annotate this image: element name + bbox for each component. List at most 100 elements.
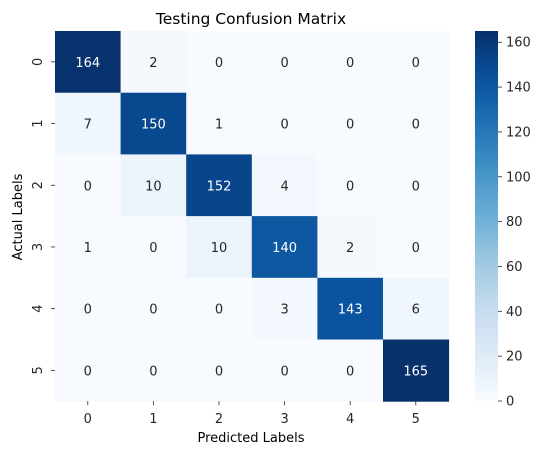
- heatmap-cell-r0-c2: [186, 31, 253, 94]
- heatmap-cell-r5-c1: [120, 339, 187, 402]
- heatmap-cell-r2-c4: [317, 154, 384, 217]
- colorbar: [475, 31, 498, 401]
- cell-annotation-r5-c2: 0: [215, 364, 223, 379]
- x-tick-label-2: 2: [215, 412, 223, 427]
- heatmap-cell-r2-c1: [120, 154, 187, 217]
- heatmap-cell-r4-c4: [317, 277, 384, 340]
- x-tick-label-0: 0: [84, 412, 92, 427]
- heatmap-cell-r3-c1: [120, 216, 187, 279]
- heatmap-cell-r5-c2: [186, 339, 253, 402]
- cell-annotation-r4-c3: 3: [280, 303, 288, 318]
- y-axis-ticks: 0 1 2 3 4 5: [31, 58, 55, 374]
- heatmap-cell-r3-c5: [383, 216, 450, 279]
- heatmap-cell-r4-c1: [120, 277, 187, 340]
- cell-annotation-r4-c2: 0: [215, 303, 223, 318]
- colorbar-tick-label-5: 100: [506, 170, 531, 185]
- heatmap-cell-r1-c4: [317, 92, 384, 155]
- cell-annotation-r5-c1: 0: [149, 364, 157, 379]
- colorbar-tick-label-1: 20: [506, 350, 523, 365]
- heatmap-cell-r3-c4: [317, 216, 384, 279]
- y-tick-label-5: 5: [31, 366, 46, 374]
- heatmap-cell-r5-c0: [55, 339, 122, 402]
- cell-annotation-r5-c4: 0: [346, 364, 354, 379]
- cell-annotation-r1-c1: 150: [141, 118, 166, 133]
- colorbar-tick-label-8: 160: [506, 36, 531, 51]
- cell-annotation-r2-c4: 0: [346, 179, 354, 194]
- cell-annotation-r4-c5: 6: [412, 303, 420, 318]
- y-tick-label-1: 1: [31, 119, 46, 127]
- cell-annotation-r2-c1: 10: [145, 179, 162, 194]
- cell-annotation-r0-c1: 2: [149, 56, 157, 71]
- cell-annotation-r1-c4: 0: [346, 118, 354, 133]
- cell-annotation-r1-c3: 0: [280, 118, 288, 133]
- cell-annotation-r3-c1: 0: [149, 241, 157, 256]
- cell-annotation-r4-c0: 0: [84, 303, 92, 318]
- cell-annotation-r3-c4: 2: [346, 241, 354, 256]
- x-tick-label-4: 4: [346, 412, 354, 427]
- heatmap-cell-r5-c5: [383, 339, 450, 402]
- heatmap-cell-r3-c3: [251, 216, 318, 279]
- heatmap-cell-r4-c0: [55, 277, 122, 340]
- cell-annotations: 164 2 0 0 0 07 150 1 0 0 00 10 152 4 0 01 0 10 140 2 00 0 0 3 14…: [75, 56, 428, 380]
- cell-annotation-r2-c5: 0: [412, 179, 420, 194]
- heatmap-cell-r0-c5: [383, 31, 450, 94]
- cell-annotation-r0-c5: 0: [412, 56, 420, 71]
- cell-annotation-r1-c5: 0: [412, 118, 420, 133]
- cell-annotation-r2-c3: 4: [280, 179, 288, 194]
- heatmap-cell-r5-c4: [317, 339, 384, 402]
- colorbar-tick-label-6: 120: [506, 125, 531, 140]
- heatmap-cell-r1-c1: [120, 92, 187, 155]
- heatmap-cell-r0-c4: [317, 31, 384, 94]
- cell-annotation-r0-c4: 0: [346, 56, 354, 71]
- cell-annotation-r5-c3: 0: [280, 364, 288, 379]
- x-axis-ticks: 0 1 2 3 4 5: [84, 401, 420, 427]
- y-tick-label-2: 2: [31, 181, 46, 189]
- cell-annotation-r3-c3: 140: [272, 241, 297, 256]
- heatmap-cell-r0-c0: [55, 31, 122, 94]
- chart-title: Testing Confusion Matrix: [155, 10, 346, 28]
- heatmap-cell-r1-c5: [383, 92, 450, 155]
- heatmap-cell-r1-c3: [251, 92, 318, 155]
- y-tick-label-0: 0: [31, 58, 46, 66]
- colorbar-tick-label-0: 0: [506, 395, 514, 410]
- colorbar-ticks: 0 20 40 60 80 100 120 140 160: [498, 36, 531, 410]
- cell-annotation-r2-c2: 152: [207, 179, 232, 194]
- cell-annotation-r5-c0: 0: [84, 364, 92, 379]
- heatmap-cell-r3-c2: [186, 216, 253, 279]
- heatmap-cell-r1-c0: [55, 92, 122, 155]
- cell-annotation-r5-c5: 165: [403, 364, 428, 379]
- heatmap-cell-r4-c2: [186, 277, 253, 340]
- cell-annotation-r2-c0: 0: [84, 179, 92, 194]
- heatmap-cell-r0-c3: [251, 31, 318, 94]
- cell-annotation-r3-c0: 1: [84, 241, 92, 256]
- heatmap-cell-r2-c0: [55, 154, 122, 217]
- cell-annotation-r0-c0: 164: [75, 56, 100, 71]
- heatmap-cell-r4-c5: [383, 277, 450, 340]
- x-tick-label-3: 3: [280, 412, 288, 427]
- cell-annotation-r3-c2: 10: [211, 241, 228, 256]
- y-axis-label: Actual Labels: [11, 173, 26, 260]
- y-tick-label-4: 4: [31, 305, 46, 313]
- colorbar-tick-label-4: 80: [506, 215, 523, 230]
- cell-annotation-r1-c2: 1: [215, 118, 223, 133]
- heatmap-cells: [55, 31, 450, 402]
- heatmap-cell-r0-c1: [120, 31, 187, 94]
- heatmap-cell-r2-c5: [383, 154, 450, 217]
- cell-annotation-r3-c5: 0: [412, 241, 420, 256]
- cell-annotation-r4-c4: 143: [338, 303, 363, 318]
- x-axis-label: Predicted Labels: [197, 431, 304, 446]
- x-tick-label-5: 5: [412, 412, 420, 427]
- cell-annotation-r0-c3: 0: [280, 56, 288, 71]
- x-tick-label-1: 1: [149, 412, 157, 427]
- heatmap-cell-r1-c2: [186, 92, 253, 155]
- heatmap-cell-r3-c0: [55, 216, 122, 279]
- y-tick-label-3: 3: [31, 243, 46, 251]
- cell-annotation-r4-c1: 0: [149, 303, 157, 318]
- colorbar-tick-label-2: 40: [506, 305, 523, 320]
- heatmap-cell-r4-c3: [251, 277, 318, 340]
- colorbar-tick-label-3: 60: [506, 260, 523, 275]
- heatmap-cell-r2-c2: [186, 154, 253, 217]
- cell-annotation-r1-c0: 7: [84, 118, 92, 133]
